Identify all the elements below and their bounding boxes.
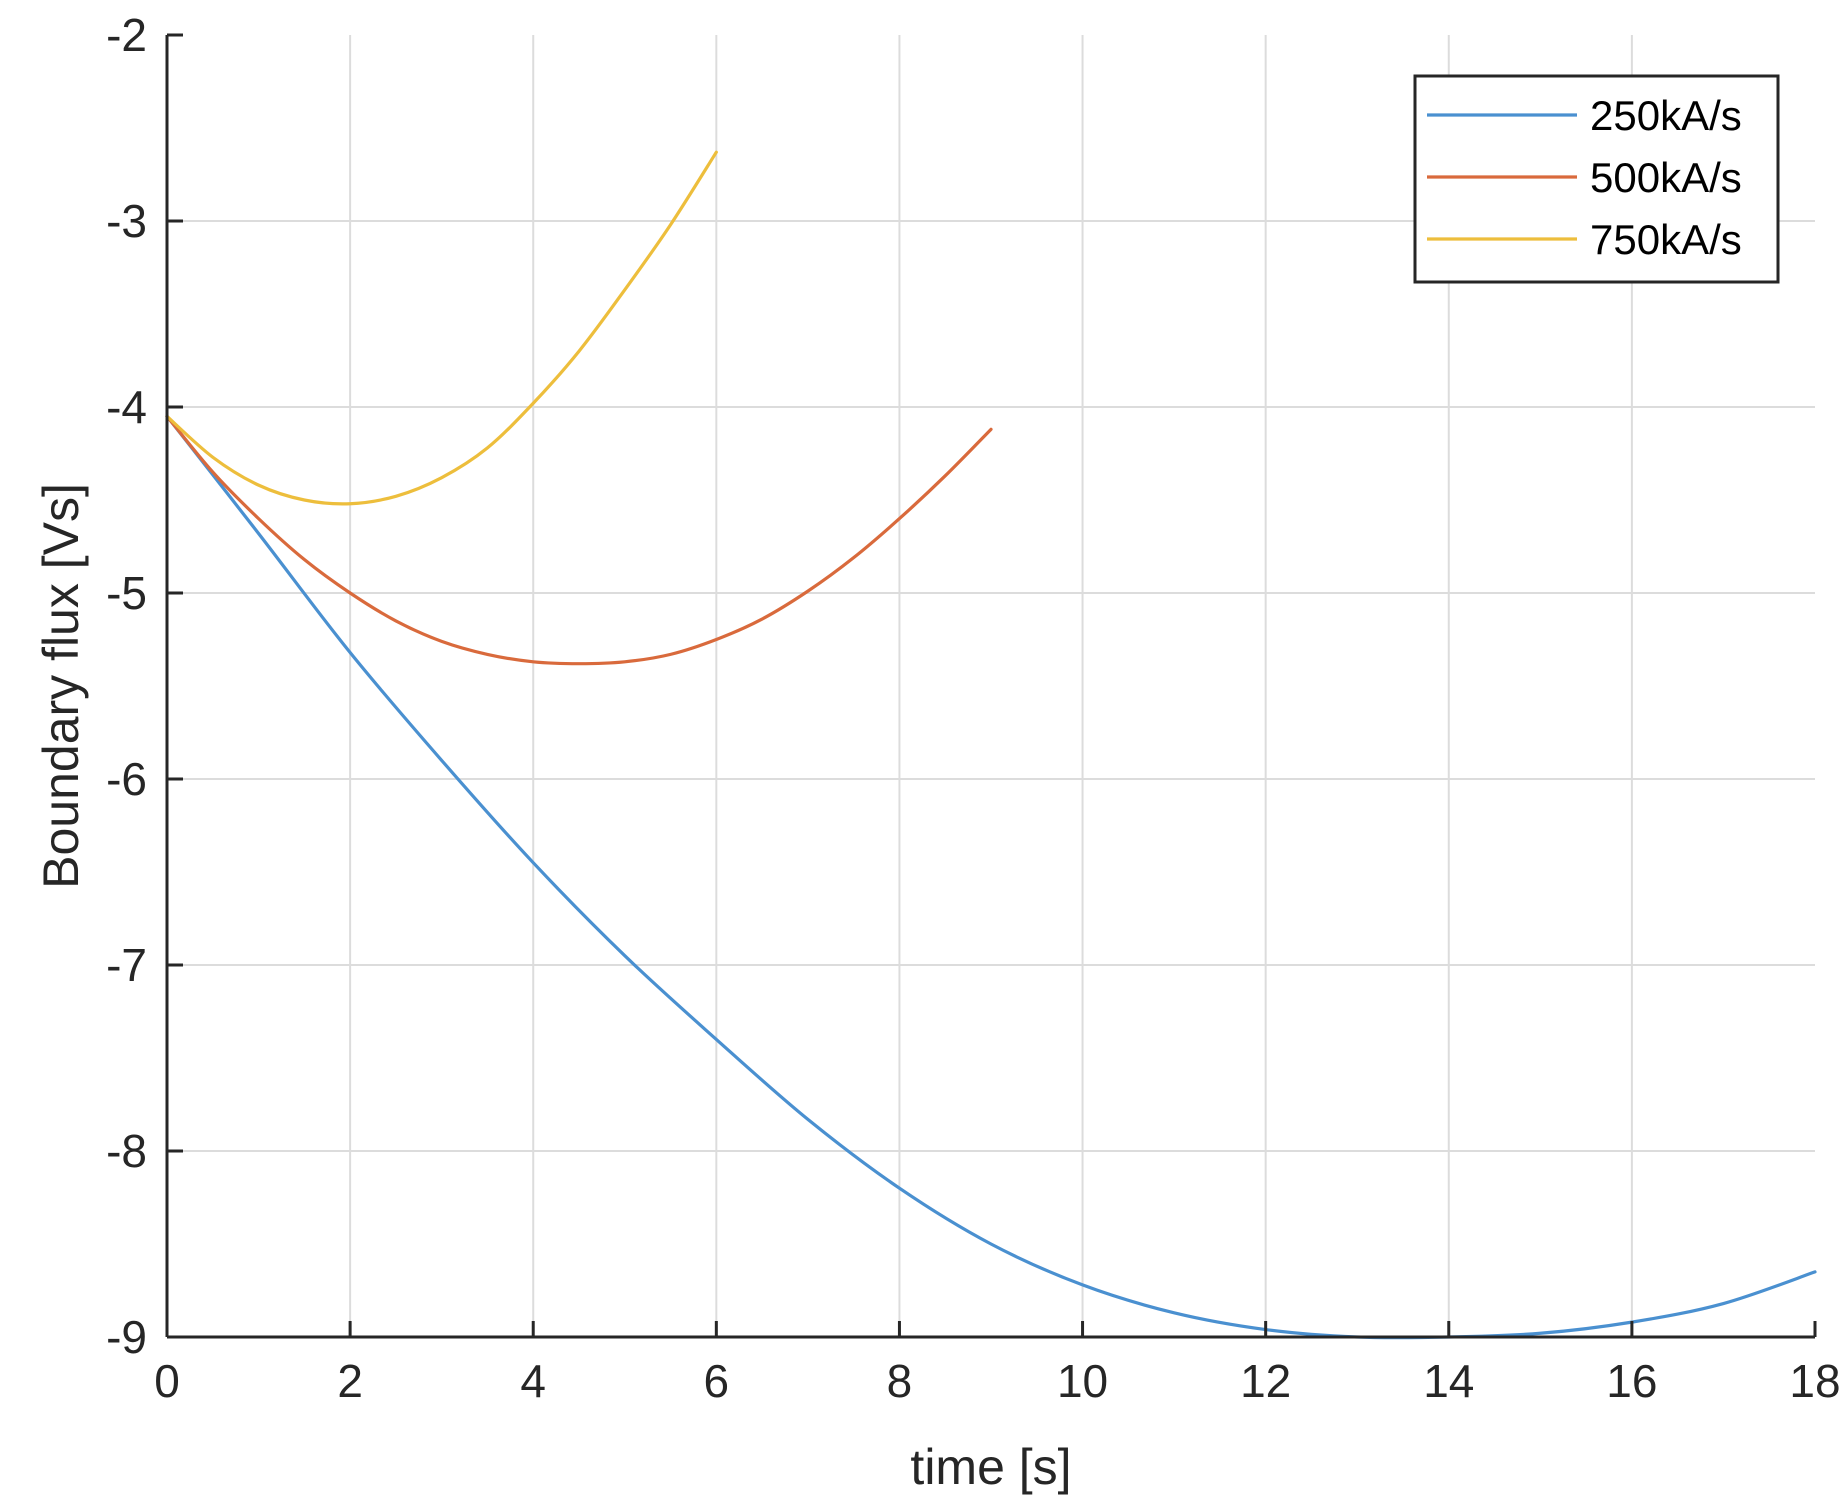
x-tick-label: 18 [1789, 1355, 1840, 1407]
y-tick-label: -5 [106, 567, 147, 619]
legend: 250kA/s 500kA/s 750kA/s [1413, 74, 1780, 284]
legend-box [1413, 74, 1780, 284]
series-lines [165, 150, 1817, 1340]
x-tick-label: 12 [1240, 1355, 1291, 1407]
series-line-3 [165, 150, 718, 506]
x-tick-label: 6 [704, 1355, 730, 1407]
x-tick-label: 14 [1423, 1355, 1474, 1407]
y-tick-label: -6 [106, 753, 147, 805]
y-axis-title: Boundary flux [Vs] [33, 483, 89, 889]
axes [165, 33, 1817, 1339]
tick-labels: 0 2 4 6 8 10 12 14 16 18 -2 -3 -4 -5 -6 -7 -8 -9 [106, 9, 1840, 1407]
x-tick-label: 2 [337, 1355, 363, 1407]
y-tick-label: -2 [106, 9, 147, 61]
x-axis-title: time [s] [910, 1439, 1071, 1495]
legend-label: 500kA/s [1590, 154, 1742, 201]
x-tick-label: 8 [887, 1355, 913, 1407]
y-tick-label: -9 [106, 1311, 147, 1363]
y-tick-label: -3 [106, 195, 147, 247]
y-tick-label: -8 [106, 1125, 147, 1177]
x-tick-label: 0 [154, 1355, 180, 1407]
legend-label: 750kA/s [1590, 216, 1742, 263]
y-tick-label: -7 [106, 939, 147, 991]
series-line-1 [165, 414, 1817, 1340]
x-tick-label: 4 [520, 1355, 546, 1407]
y-tick-label: -4 [106, 381, 147, 433]
x-tick-label: 16 [1606, 1355, 1657, 1407]
series-line-2 [165, 414, 993, 666]
grid-lines [167, 35, 1815, 1337]
x-tick-label: 10 [1057, 1355, 1108, 1407]
legend-label: 250kA/s [1590, 92, 1742, 139]
